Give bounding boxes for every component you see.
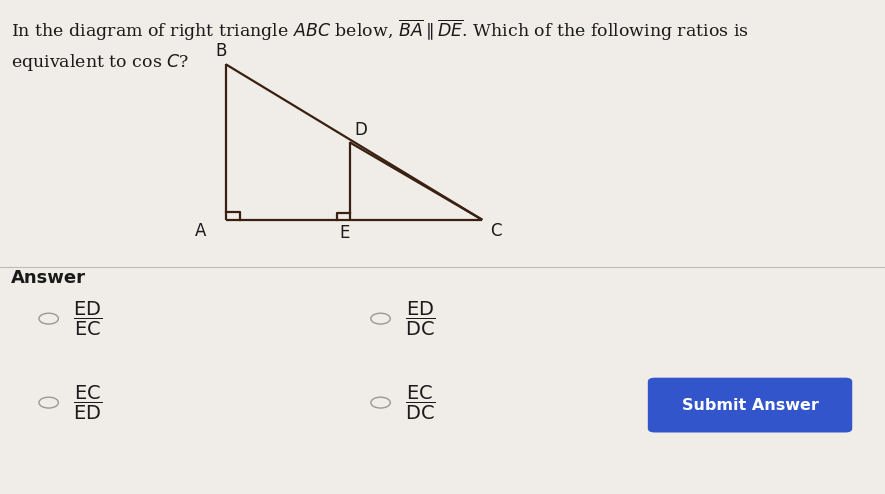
- Text: A: A: [196, 222, 206, 241]
- Text: Submit Answer: Submit Answer: [681, 398, 819, 412]
- Text: D: D: [354, 121, 367, 139]
- Text: In the diagram of right triangle $\mathit{ABC}$ below, $\overline{BA} \parallel : In the diagram of right triangle $\mathi…: [11, 17, 749, 42]
- Text: $\dfrac{\mathrm{ED}}{\mathrm{EC}}$: $\dfrac{\mathrm{ED}}{\mathrm{EC}}$: [73, 299, 103, 338]
- FancyBboxPatch shape: [648, 378, 852, 433]
- Text: B: B: [215, 42, 227, 60]
- Text: C: C: [490, 222, 502, 241]
- Text: E: E: [340, 224, 350, 242]
- Text: $\dfrac{\mathrm{EC}}{\mathrm{ED}}$: $\dfrac{\mathrm{EC}}{\mathrm{ED}}$: [73, 383, 103, 422]
- Text: equivalent to cos $\mathit{C}$?: equivalent to cos $\mathit{C}$?: [11, 52, 189, 73]
- Text: $\dfrac{\mathrm{ED}}{\mathrm{DC}}$: $\dfrac{\mathrm{ED}}{\mathrm{DC}}$: [405, 299, 436, 338]
- Text: Answer: Answer: [11, 269, 86, 287]
- Text: $\dfrac{\mathrm{EC}}{\mathrm{DC}}$: $\dfrac{\mathrm{EC}}{\mathrm{DC}}$: [405, 383, 436, 422]
